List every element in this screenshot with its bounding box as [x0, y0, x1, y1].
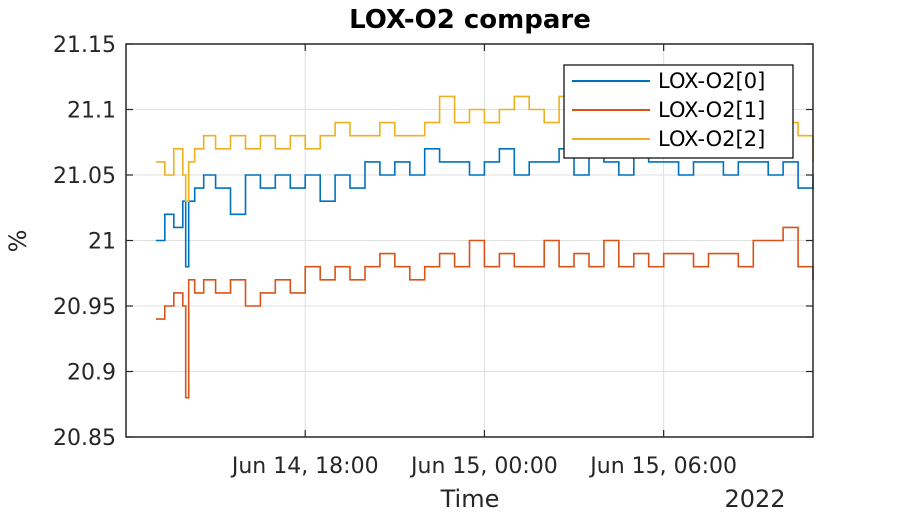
legend-label-0: LOX-O2[0]: [658, 69, 765, 93]
y-tick-label: 21: [88, 230, 116, 255]
series-line-1: [155, 226, 814, 399]
legend: LOX-O2[0] LOX-O2[1] LOX-O2[2]: [563, 64, 794, 159]
x-tick-label: Jun 15, 06:00: [588, 454, 737, 479]
y-axis-label: %: [4, 230, 32, 253]
x-tick-label: Jun 14, 18:00: [230, 454, 379, 479]
legend-label-1: LOX-O2[1]: [658, 98, 765, 122]
y-tick-label: 21.05: [53, 164, 116, 189]
y-tick-label: 20.95: [53, 295, 116, 320]
y-tick-label: 20.9: [67, 361, 116, 386]
x-tick-label: Jun 15, 00:00: [409, 454, 558, 479]
y-tick-label: 21.15: [53, 33, 116, 58]
y-tick-label: 21.1: [67, 99, 116, 124]
x-axis-year-label: 2022: [724, 485, 785, 513]
series-line-0: [155, 134, 814, 268]
chart-title: LOX-O2 compare: [349, 5, 591, 35]
legend-label-2: LOX-O2[2]: [658, 127, 765, 151]
legend-box: [563, 64, 794, 159]
ticks: 21.15 21.1 21.05 21 20.95 20.9 20.85 Jun 14, 18…: [53, 33, 813, 479]
y-tick-label: 20.85: [53, 426, 116, 451]
x-axis-label: Time: [440, 485, 500, 513]
